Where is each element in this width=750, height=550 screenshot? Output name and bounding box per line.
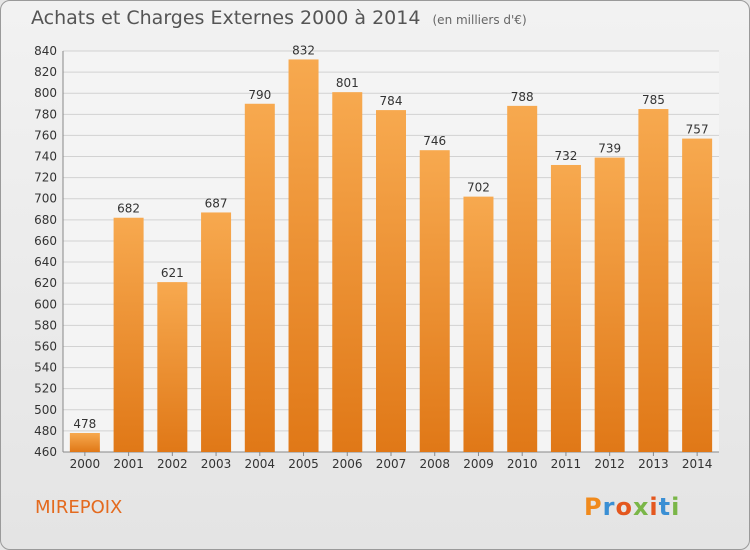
y-tick-label: 560 [34,339,57,353]
bar [463,196,494,452]
place-name: MIREPOIX [35,497,123,518]
bar-value-label: 732 [554,149,577,163]
y-tick-label: 760 [34,128,57,142]
bar [201,212,232,452]
bar [288,59,319,452]
bar [113,217,144,452]
bar-value-label: 682 [117,202,140,216]
y-tick-label: 780 [34,107,57,121]
logo-letter: o [615,493,633,521]
logo-letter: i [671,493,681,521]
y-tick-label: 480 [34,424,57,438]
x-tick-label: 2013 [638,457,669,471]
bar-value-label: 702 [467,181,490,195]
bar [682,138,713,452]
logo-letter: i [649,493,659,521]
bar [376,110,406,453]
chart-subtitle: (en milliers d'€) [432,13,527,27]
x-tick-label: 2011 [551,457,582,471]
y-tick-label: 840 [34,44,57,58]
bar-value-label: 757 [686,123,709,137]
y-tick-label: 640 [34,255,57,269]
x-tick-label: 2004 [245,457,276,471]
x-tick-label: 2012 [594,457,625,471]
y-tick-label: 620 [34,276,57,290]
y-tick-label: 680 [34,213,57,227]
bar-value-label: 785 [642,93,665,107]
proxiti-logo: Proxiti [584,493,680,521]
x-tick-label: 2003 [201,457,232,471]
bar-value-label: 801 [336,76,359,90]
y-tick-label: 500 [34,403,57,417]
x-tick-label: 2007 [376,457,407,471]
y-tick-label: 520 [34,382,57,396]
bar-value-label: 790 [248,88,271,102]
bar [157,282,188,452]
logo-letter: r [602,493,616,521]
bar [332,92,363,452]
y-tick-label: 820 [34,65,57,79]
logo-letter: P [584,493,603,521]
y-tick-label: 660 [34,234,57,248]
bar [244,103,275,453]
x-tick-label: 2002 [157,457,188,471]
x-tick-label: 2006 [332,457,363,471]
bar-value-label: 746 [423,134,446,148]
bar-value-label: 832 [292,43,315,57]
y-tick-label: 720 [34,171,57,185]
y-tick-label: 600 [34,297,57,311]
y-tick-label: 700 [34,192,57,206]
y-tick-label: 540 [34,361,57,375]
bar [419,150,450,452]
bar-value-label: 687 [205,196,228,210]
bar-value-label: 621 [161,266,184,280]
bar [638,109,669,452]
x-tick-label: 2009 [463,457,494,471]
x-tick-label: 2008 [419,457,450,471]
logo-letter: x [632,493,650,521]
x-tick-label: 2000 [70,457,101,471]
y-tick-label: 460 [34,445,57,459]
logo-letter: t [658,493,672,521]
x-tick-label: 2010 [507,457,538,471]
y-tick-label: 580 [34,318,57,332]
bar [507,105,538,452]
chart-title-text: Achats et Charges Externes 2000 à 2014 [31,7,421,29]
bar [69,433,100,452]
x-tick-label: 2014 [682,457,713,471]
bar-value-label: 478 [73,417,96,431]
x-tick-label: 2005 [288,457,319,471]
bar-value-label: 739 [598,142,621,156]
bar [594,157,625,452]
bar-value-label: 784 [380,94,403,108]
y-tick-label: 800 [34,86,57,100]
y-tick-label: 740 [34,150,57,164]
bar [550,164,581,452]
chart-title: Achats et Charges Externes 2000 à 2014 (… [31,7,527,29]
bar-value-label: 788 [511,90,534,104]
x-tick-label: 2001 [113,457,144,471]
